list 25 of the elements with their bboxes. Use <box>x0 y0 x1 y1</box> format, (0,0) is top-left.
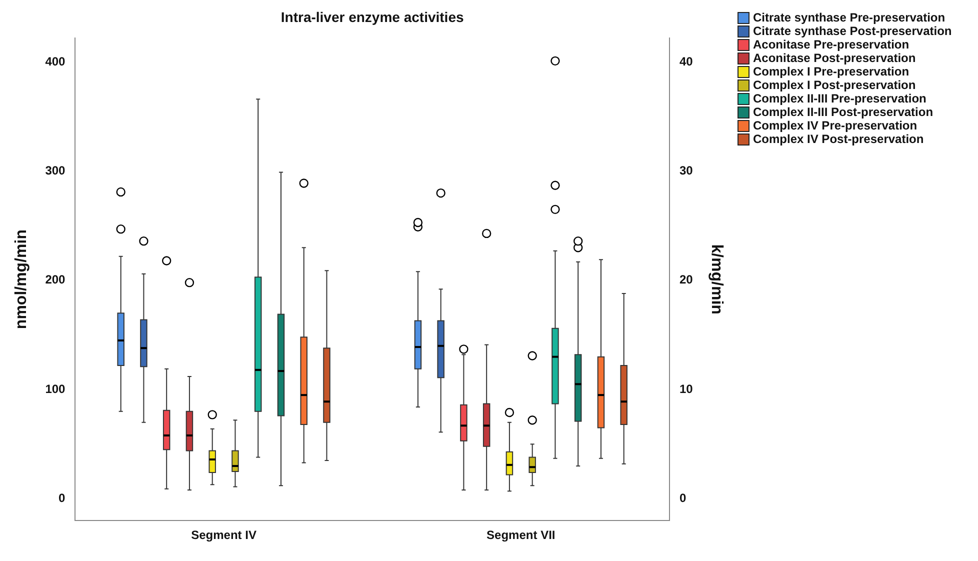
x-tick-label: Segment VII <box>486 528 556 542</box>
legend-label: Complex IV Post-preservation <box>753 132 924 146</box>
y-tick-label: 200 <box>45 272 66 287</box>
y2-tick-label: 30 <box>679 164 694 178</box>
y2-tick-label: 20 <box>679 272 694 287</box>
legend-label: Citrate synthase Pre-preservation <box>753 10 946 24</box>
legend-label: Complex I Post-preservation <box>753 78 916 92</box>
y-axis-title: nmol/mg/min <box>13 230 30 330</box>
legend-label: Citrate synthase Post-preservation <box>753 24 952 38</box>
x-tick-label: Segment IV <box>191 528 256 542</box>
y-tick-label: 300 <box>45 164 66 178</box>
legend-label: Aconitase Post-preservation <box>753 50 916 65</box>
y-tick-label: 100 <box>45 382 66 396</box>
y-tick-label: 0 <box>58 491 66 506</box>
legend-label: Complex I Pre-preservation <box>753 64 910 78</box>
legend-label: Complex IV Pre-preservation <box>753 118 918 132</box>
y2-tick-label: 0 <box>679 491 686 506</box>
y-tick-label: 400 <box>45 54 66 68</box>
y2-tick-label: 10 <box>679 382 694 396</box>
legend-label: Complex II-III Pre-preservation <box>753 91 926 106</box>
y2-tick-label: 40 <box>679 54 694 68</box>
legend-label: Complex II-III Post-preservation <box>753 104 934 119</box>
y2-axis-title: k/mg/min <box>708 244 725 314</box>
legend-label: Aconitase Pre-preservation <box>753 37 910 52</box>
chart-title: Intra-liver enzyme activities <box>280 8 464 25</box>
